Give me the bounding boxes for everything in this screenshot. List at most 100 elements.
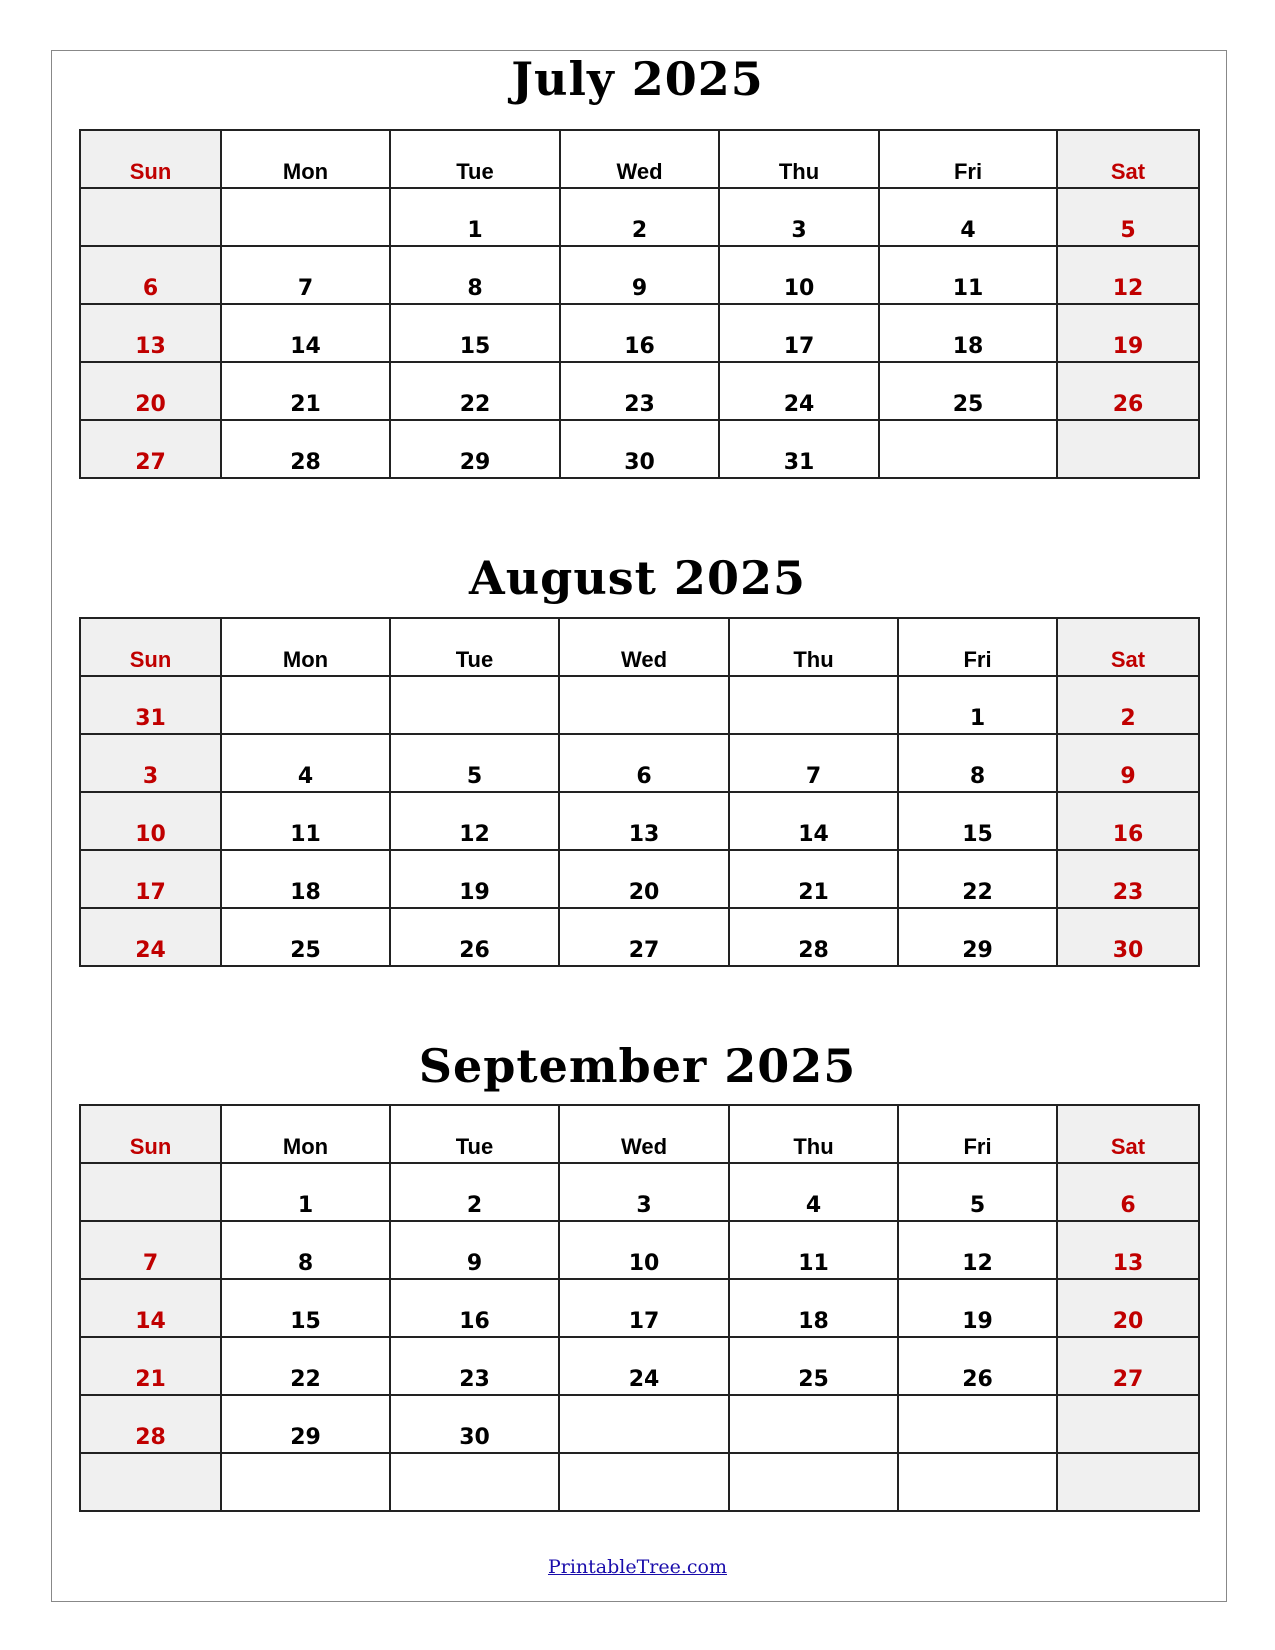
weekday-header-fri: Fri bbox=[897, 617, 1058, 677]
day-cell: 12 bbox=[897, 1220, 1058, 1280]
day-cell bbox=[558, 675, 730, 735]
day-cell: 26 bbox=[389, 907, 560, 967]
day-cell: 5 bbox=[1056, 187, 1200, 247]
week-row: 13 14 15 16 17 18 19 bbox=[79, 303, 1200, 363]
month-title-september: September 2025 bbox=[418, 1039, 857, 1093]
week-row bbox=[79, 1452, 1200, 1512]
week-row: 10 11 12 13 14 15 16 bbox=[79, 791, 1200, 851]
weekday-header-sat: Sat bbox=[1056, 1104, 1200, 1164]
day-cell: 16 bbox=[389, 1278, 560, 1338]
day-cell: 19 bbox=[897, 1278, 1058, 1338]
weekday-header-sun: Sun bbox=[79, 617, 222, 677]
day-cell: 31 bbox=[718, 419, 880, 479]
day-cell: 3 bbox=[718, 187, 880, 247]
weekday-header-sun: Sun bbox=[79, 1104, 222, 1164]
day-cell: 6 bbox=[558, 733, 730, 793]
day-cell bbox=[558, 1452, 730, 1512]
weekday-header-mon: Mon bbox=[220, 617, 391, 677]
weekday-header-row: Sun Mon Tue Wed Thu Fri Sat bbox=[79, 1104, 1200, 1164]
day-cell: 2 bbox=[389, 1162, 560, 1222]
day-cell bbox=[389, 675, 560, 735]
day-cell: 2 bbox=[1056, 675, 1200, 735]
day-cell: 21 bbox=[728, 849, 899, 909]
day-cell bbox=[728, 1394, 899, 1454]
day-cell bbox=[558, 1394, 730, 1454]
day-cell bbox=[389, 1452, 560, 1512]
week-row: 21 22 23 24 25 26 27 bbox=[79, 1336, 1200, 1396]
week-row: 14 15 16 17 18 19 20 bbox=[79, 1278, 1200, 1338]
day-cell: 1 bbox=[220, 1162, 391, 1222]
day-cell: 29 bbox=[897, 907, 1058, 967]
day-cell: 21 bbox=[79, 1336, 222, 1396]
weekday-header-sat: Sat bbox=[1056, 129, 1200, 189]
day-cell: 26 bbox=[897, 1336, 1058, 1396]
day-cell: 22 bbox=[220, 1336, 391, 1396]
weekday-header-tue: Tue bbox=[389, 129, 561, 189]
day-cell: 17 bbox=[558, 1278, 730, 1338]
day-cell bbox=[79, 1452, 222, 1512]
calendar-september: Sun Mon Tue Wed Thu Fri Sat 1 2 3 4 5 6 7 8 9 10 11 12 13 14… bbox=[79, 1104, 1200, 1512]
day-cell: 9 bbox=[389, 1220, 560, 1280]
weekday-header-mon: Mon bbox=[220, 129, 391, 189]
day-cell: 9 bbox=[559, 245, 720, 305]
day-cell: 15 bbox=[389, 303, 561, 363]
weekday-header-thu: Thu bbox=[718, 129, 880, 189]
day-cell: 11 bbox=[878, 245, 1058, 305]
day-cell bbox=[1056, 1394, 1200, 1454]
day-cell: 7 bbox=[728, 733, 899, 793]
day-cell: 8 bbox=[220, 1220, 391, 1280]
day-cell bbox=[897, 1394, 1058, 1454]
day-cell: 25 bbox=[220, 907, 391, 967]
weekday-header-row: Sun Mon Tue Wed Thu Fri Sat bbox=[79, 617, 1200, 677]
day-cell: 5 bbox=[389, 733, 560, 793]
weekday-header-fri: Fri bbox=[897, 1104, 1058, 1164]
weekday-header-thu: Thu bbox=[728, 617, 899, 677]
day-cell: 20 bbox=[1056, 1278, 1200, 1338]
day-cell: 31 bbox=[79, 675, 222, 735]
day-cell: 11 bbox=[728, 1220, 899, 1280]
weekday-header-wed: Wed bbox=[559, 129, 720, 189]
day-cell: 4 bbox=[878, 187, 1058, 247]
day-cell bbox=[79, 1162, 222, 1222]
day-cell: 7 bbox=[79, 1220, 222, 1280]
week-row: 17 18 19 20 21 22 23 bbox=[79, 849, 1200, 909]
day-cell: 28 bbox=[728, 907, 899, 967]
day-cell: 1 bbox=[389, 187, 561, 247]
day-cell: 30 bbox=[389, 1394, 560, 1454]
day-cell: 5 bbox=[897, 1162, 1058, 1222]
weekday-header-mon: Mon bbox=[220, 1104, 391, 1164]
day-cell: 10 bbox=[718, 245, 880, 305]
month-title-july: July 2025 bbox=[511, 52, 764, 106]
day-cell: 1 bbox=[897, 675, 1058, 735]
week-row: 31 1 2 bbox=[79, 675, 1200, 735]
day-cell bbox=[1056, 1452, 1200, 1512]
day-cell: 12 bbox=[1056, 245, 1200, 305]
day-cell: 19 bbox=[1056, 303, 1200, 363]
day-cell: 6 bbox=[1056, 1162, 1200, 1222]
day-cell: 18 bbox=[220, 849, 391, 909]
day-cell: 25 bbox=[878, 361, 1058, 421]
weekday-header-tue: Tue bbox=[389, 617, 560, 677]
day-cell: 7 bbox=[220, 245, 391, 305]
day-cell: 13 bbox=[558, 791, 730, 851]
day-cell: 15 bbox=[897, 791, 1058, 851]
day-cell: 19 bbox=[389, 849, 560, 909]
day-cell bbox=[897, 1452, 1058, 1512]
weekday-header-wed: Wed bbox=[558, 617, 730, 677]
day-cell bbox=[878, 419, 1058, 479]
week-row: 7 8 9 10 11 12 13 bbox=[79, 1220, 1200, 1280]
day-cell: 24 bbox=[718, 361, 880, 421]
printabletree-link[interactable]: PrintableTree.com bbox=[547, 1556, 727, 1578]
weekday-header-wed: Wed bbox=[558, 1104, 730, 1164]
week-row: 24 25 26 27 28 29 30 bbox=[79, 907, 1200, 967]
day-cell: 18 bbox=[728, 1278, 899, 1338]
week-row: 6 7 8 9 10 11 12 bbox=[79, 245, 1200, 305]
page-border bbox=[51, 50, 1227, 1602]
day-cell: 25 bbox=[728, 1336, 899, 1396]
day-cell bbox=[728, 1452, 899, 1512]
weekday-header-tue: Tue bbox=[389, 1104, 560, 1164]
day-cell: 22 bbox=[897, 849, 1058, 909]
day-cell: 3 bbox=[79, 733, 222, 793]
